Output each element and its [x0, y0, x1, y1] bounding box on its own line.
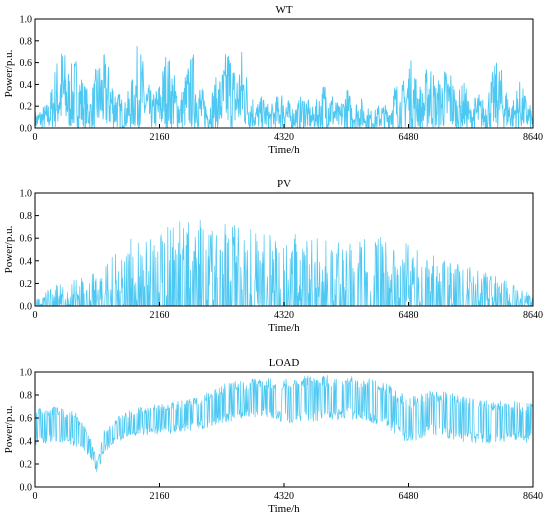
wt-y-axis-label: Power/p.u. [3, 49, 15, 97]
wt-y-tick-label: 0.8 [20, 36, 33, 47]
wt-x-tick-label: 8640 [523, 132, 543, 143]
wt-series-line [34, 46, 534, 129]
load-x-tick-label: 8640 [523, 491, 543, 502]
pv-x-tick-label: 4320 [274, 310, 294, 321]
pv-title: PV [277, 178, 291, 190]
pv-y-axis-label: Power/p.u. [3, 225, 15, 273]
pv-x-tick-label: 0 [33, 310, 38, 321]
pv-x-axis-label: Time/h [268, 322, 300, 334]
pv-x-tick-label: 6480 [399, 310, 419, 321]
load-x-tick-label: 6480 [399, 491, 419, 502]
wt-y-tick-label: 0.0 [20, 124, 33, 135]
wt-y-tick-label: 0.6 [20, 58, 33, 69]
load-x-axis-label: Time/h [268, 503, 300, 515]
load-y-tick-label: 0.8 [20, 391, 33, 402]
wt-x-tick-label: 6480 [399, 132, 419, 143]
pv-y-tick-label: 0.2 [20, 279, 33, 290]
pv-series-line [35, 219, 534, 307]
pv-y-tick-label: 1.0 [20, 189, 33, 200]
wt-y-tick-label: 1.0 [20, 15, 33, 26]
pv-x-tick-label: 8640 [523, 310, 543, 321]
load-y-tick-label: 0.0 [20, 483, 33, 494]
pv-y-tick-label: 0.8 [20, 211, 33, 222]
wt-y-tick-label: 0.2 [20, 102, 33, 113]
wt-x-tick-label: 2160 [150, 132, 170, 143]
wt-y-tick-label: 0.4 [20, 80, 33, 91]
load-x-tick-label: 4320 [274, 491, 294, 502]
pv-y-tick-label: 0.4 [20, 256, 33, 267]
load-y-tick-label: 0.6 [20, 414, 33, 425]
load-y-tick-label: 0.4 [20, 437, 33, 448]
load-series-line [34, 375, 533, 472]
wt-x-tick-label: 0 [33, 132, 38, 143]
wt-x-axis-label: Time/h [268, 144, 300, 156]
load-x-tick-label: 2160 [150, 491, 170, 502]
pv-x-tick-label: 2160 [150, 310, 170, 321]
wt-x-tick-label: 4320 [274, 132, 294, 143]
pv-y-tick-label: 0.6 [20, 234, 33, 245]
load-y-tick-label: 1.0 [20, 368, 33, 379]
load-y-axis-label: Power/p.u. [3, 405, 15, 453]
wt-title: WT [275, 4, 292, 16]
pv-y-tick-label: 0.0 [20, 302, 33, 313]
load-y-tick-label: 0.2 [20, 460, 33, 471]
load-x-tick-label: 0 [33, 491, 38, 502]
load-title: LOAD [269, 357, 300, 369]
